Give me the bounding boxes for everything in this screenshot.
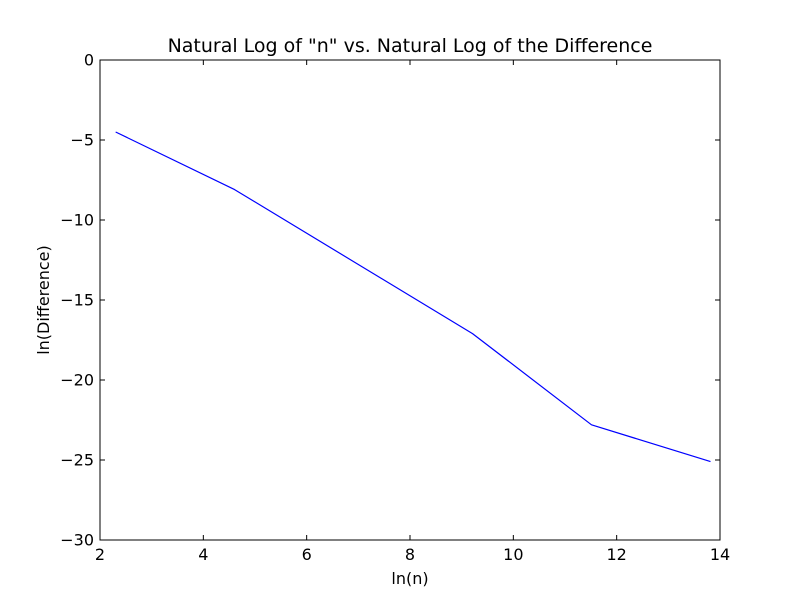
x-tick-label: 14	[710, 545, 730, 564]
y-tick-label: −25	[60, 451, 94, 470]
x-tick-label: 6	[302, 545, 312, 564]
y-tick-label: −15	[60, 291, 94, 310]
y-tick-label: −20	[60, 371, 94, 390]
x-tick-label: 10	[503, 545, 523, 564]
x-tick-label: 12	[606, 545, 626, 564]
y-axis-ticks: 0 −5 −10 −15 −20 −25 −30	[60, 51, 720, 550]
y-axis-label: ln(Difference)	[34, 245, 53, 355]
x-tick-label: 2	[95, 545, 105, 564]
chart-title: Natural Log of "n" vs. Natural Log of th…	[168, 35, 653, 57]
x-tick-label: 4	[198, 545, 208, 564]
plot-content	[115, 131, 711, 463]
y-tick-label: −5	[70, 131, 94, 150]
y-tick-label: −30	[60, 531, 94, 550]
x-tick-label: 8	[405, 545, 415, 564]
x-axis-label: ln(n)	[391, 569, 428, 588]
y-tick-label: −10	[60, 211, 94, 230]
x-axis-ticks: 2 4 6 8 10 12 14	[95, 60, 730, 564]
y-tick-label: 0	[84, 51, 94, 70]
series-line-0	[115, 131, 711, 463]
